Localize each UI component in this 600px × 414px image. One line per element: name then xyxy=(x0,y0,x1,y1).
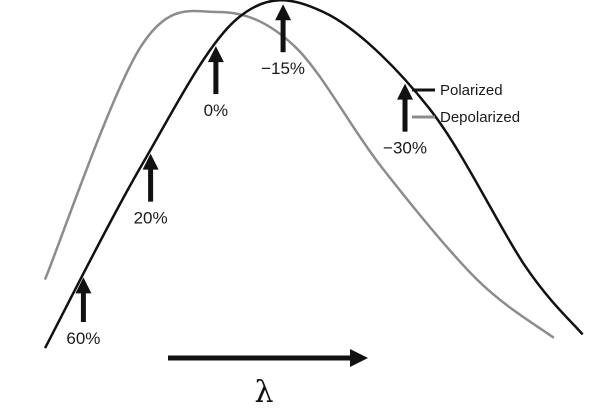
x-axis-label: λ xyxy=(254,375,273,410)
legend-label-depolarized: Depolarized xyxy=(440,109,520,126)
annotation-label: −15% xyxy=(261,59,305,78)
annotation-arrow-20 xyxy=(142,153,159,202)
annotation-label: −30% xyxy=(383,139,427,158)
legend-label-polarized: Polarized xyxy=(440,82,503,99)
x-axis-arrow xyxy=(168,349,368,367)
annotation-label: 20% xyxy=(134,209,168,228)
annotation-arrow-60 xyxy=(75,277,92,322)
annotation-arrow-0 xyxy=(207,46,224,95)
series-line-polarized xyxy=(43,0,584,349)
annotation-arrow-minus-15 xyxy=(275,4,292,53)
annotation-arrow-minus-30 xyxy=(397,83,413,132)
annotation-label: 0% xyxy=(204,101,229,120)
series-layer xyxy=(43,0,584,349)
annotation-layer: 60% 20% 0% −15% −30% xyxy=(66,4,427,348)
series-line-depolarized xyxy=(43,9,555,339)
annotation-label: 60% xyxy=(66,329,100,348)
legend: Polarized Depolarized xyxy=(412,82,520,126)
